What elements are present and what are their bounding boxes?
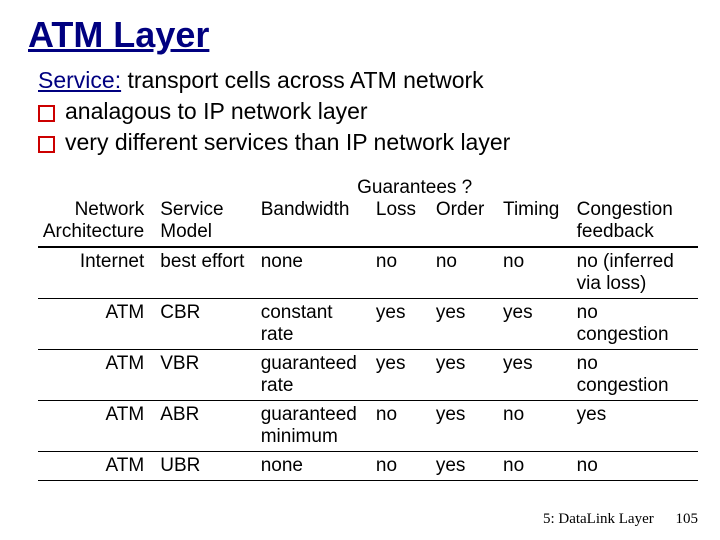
bullet-2-text: very different services than IP network …	[65, 128, 510, 157]
th-timing: Timing	[501, 199, 575, 247]
cell: guaranteed rate	[259, 350, 374, 401]
bullet-1-text: analagous to IP network layer	[65, 97, 368, 126]
bullet-box-icon	[38, 136, 55, 153]
cell: ABR	[158, 401, 258, 452]
cell: no	[501, 452, 575, 481]
footer-page: 105	[676, 511, 699, 527]
table-row: ATMCBRconstant rateyesyesyesno congestio…	[38, 299, 698, 350]
cell: yes	[575, 401, 698, 452]
table-row: ATMABRguaranteed minimumnoyesnoyes	[38, 401, 698, 452]
slide-title: ATM Layer	[28, 14, 692, 56]
cell: none	[259, 452, 374, 481]
comparison-table: Guarantees ? Network Architecture Servic…	[38, 174, 692, 481]
table-body: Internetbest effortnonenononono (inferre…	[38, 247, 698, 481]
cell: yes	[501, 350, 575, 401]
cell: yes	[434, 401, 501, 452]
cell: yes	[434, 350, 501, 401]
service-text: transport cells across ATM network	[121, 67, 484, 93]
cell: best effort	[158, 247, 258, 299]
th-loss: Loss	[374, 199, 434, 247]
cell: no (inferred via loss)	[575, 247, 698, 299]
cell: ATM	[38, 299, 158, 350]
table-row: ATMVBRguaranteed rateyesyesyesno congest…	[38, 350, 698, 401]
table-row: Internetbest effortnonenononono (inferre…	[38, 247, 698, 299]
cell: guaranteed minimum	[259, 401, 374, 452]
service-line: Service: transport cells across ATM netw…	[38, 66, 692, 95]
th-cong: Congestion feedback	[575, 199, 698, 247]
table-row: ATMUBRnonenoyesnono	[38, 452, 698, 481]
bullet-1: analagous to IP network layer	[38, 97, 692, 126]
bullet-2: very different services than IP network …	[38, 128, 692, 157]
cell: ATM	[38, 401, 158, 452]
footer: 5: DataLink Layer 105	[543, 511, 698, 528]
bullet-box-icon	[38, 105, 55, 122]
cell: no	[374, 452, 434, 481]
cell: no	[501, 401, 575, 452]
cell: yes	[434, 452, 501, 481]
body-text: Service: transport cells across ATM netw…	[38, 66, 692, 156]
cell: constant rate	[259, 299, 374, 350]
service-label: Service:	[38, 67, 121, 93]
cell: CBR	[158, 299, 258, 350]
cell: UBR	[158, 452, 258, 481]
footer-chapter: 5: DataLink Layer	[543, 511, 654, 527]
slide: ATM Layer Service: transport cells acros…	[0, 0, 720, 540]
cell: VBR	[158, 350, 258, 401]
th-model: Service Model	[158, 199, 258, 247]
cell: no	[374, 401, 434, 452]
cell: Internet	[38, 247, 158, 299]
cell: yes	[374, 299, 434, 350]
cell: no congestion	[575, 299, 698, 350]
cell: yes	[501, 299, 575, 350]
cell: none	[259, 247, 374, 299]
cell: yes	[374, 350, 434, 401]
guarantees-label: Guarantees ?	[259, 174, 575, 199]
guarantees-row: Guarantees ?	[38, 174, 698, 199]
th-arch: Network Architecture	[38, 199, 158, 247]
cell: no	[434, 247, 501, 299]
th-bw: Bandwidth	[259, 199, 374, 247]
th-order: Order	[434, 199, 501, 247]
cell: ATM	[38, 452, 158, 481]
cell: no congestion	[575, 350, 698, 401]
table: Guarantees ? Network Architecture Servic…	[38, 174, 698, 481]
cell: no	[501, 247, 575, 299]
cell: yes	[434, 299, 501, 350]
cell: no	[575, 452, 698, 481]
cell: no	[374, 247, 434, 299]
header-row: Network Architecture Service Model Bandw…	[38, 199, 698, 247]
cell: ATM	[38, 350, 158, 401]
